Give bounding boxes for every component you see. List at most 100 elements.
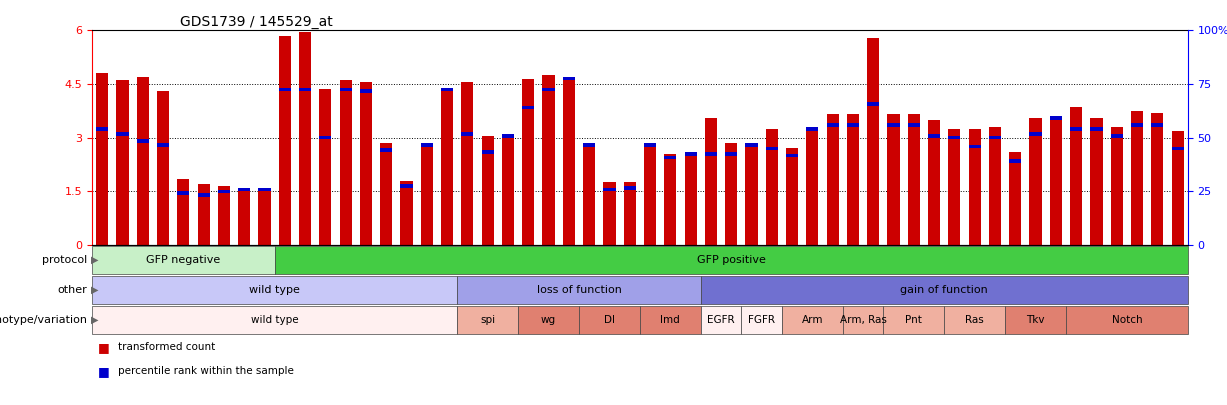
Bar [867, 38, 880, 245]
Bar [604, 188, 616, 192]
Bar [259, 188, 271, 192]
Bar [1131, 111, 1144, 245]
Bar [806, 127, 818, 130]
Bar [644, 143, 656, 147]
Bar [380, 149, 393, 152]
Bar [1029, 118, 1042, 245]
Bar [908, 115, 920, 245]
Bar [604, 182, 616, 245]
Bar [623, 182, 636, 245]
Bar [701, 275, 1188, 305]
Text: Dl: Dl [604, 315, 615, 325]
Bar [440, 87, 453, 91]
Bar [482, 150, 493, 154]
Bar [1005, 305, 1066, 335]
Bar [745, 143, 757, 245]
Bar [259, 188, 271, 245]
Bar [1151, 113, 1163, 245]
Bar [238, 188, 250, 245]
Text: FGFR: FGFR [748, 315, 775, 325]
Bar [299, 87, 312, 91]
Bar [1050, 116, 1061, 120]
Text: Ras: Ras [966, 315, 984, 325]
Bar [928, 134, 940, 138]
Bar [664, 156, 676, 159]
Bar [847, 124, 859, 127]
Bar [400, 181, 412, 245]
Bar [400, 184, 412, 188]
Bar [787, 149, 798, 245]
Bar [523, 79, 535, 245]
Bar [847, 115, 859, 245]
Text: spi: spi [480, 315, 496, 325]
Bar [198, 193, 210, 197]
Bar [968, 145, 980, 149]
Bar [177, 179, 189, 245]
Bar [883, 305, 945, 335]
Text: Notch: Notch [1112, 315, 1142, 325]
Bar [340, 81, 352, 245]
Text: ▶: ▶ [91, 255, 98, 265]
Bar [1091, 118, 1103, 245]
Bar [96, 127, 108, 130]
Text: wild type: wild type [249, 285, 301, 295]
Bar [639, 305, 701, 335]
Bar [563, 77, 575, 81]
Bar [827, 124, 839, 127]
Bar [948, 136, 961, 139]
Bar [1151, 124, 1163, 127]
Text: wg: wg [541, 315, 556, 325]
Text: GFP negative: GFP negative [146, 255, 221, 265]
Bar [782, 305, 843, 335]
Text: ▶: ▶ [91, 315, 98, 325]
Text: lmd: lmd [660, 315, 680, 325]
Text: percentile rank within the sample: percentile rank within the sample [118, 367, 293, 376]
Bar [563, 77, 575, 245]
Bar [948, 129, 961, 245]
Bar [1029, 132, 1042, 136]
Text: genotype/variation: genotype/variation [0, 315, 87, 325]
Bar [279, 87, 291, 91]
Bar [787, 154, 798, 158]
Bar [482, 136, 493, 245]
Bar [360, 82, 372, 245]
Bar [968, 129, 980, 245]
Text: Pnt: Pnt [906, 315, 923, 325]
Text: loss of function: loss of function [536, 285, 621, 295]
Bar [664, 154, 676, 245]
Text: protocol: protocol [42, 255, 87, 265]
Bar [1050, 118, 1061, 245]
Bar [623, 186, 636, 190]
Bar [989, 127, 1001, 245]
Bar [766, 129, 778, 245]
Bar [177, 191, 189, 195]
Bar [542, 87, 555, 91]
Bar [806, 129, 818, 245]
Bar [685, 152, 697, 156]
Bar [218, 190, 229, 193]
Bar [523, 106, 535, 109]
Bar [685, 152, 697, 245]
Text: EGFR: EGFR [707, 315, 735, 325]
Bar [502, 134, 514, 138]
Bar [518, 305, 579, 335]
Text: ■: ■ [98, 341, 110, 354]
Bar [745, 143, 757, 147]
Bar [238, 188, 250, 192]
Bar [1110, 127, 1123, 245]
Text: wild type: wild type [250, 315, 298, 325]
Bar [908, 124, 920, 127]
Bar [1070, 127, 1082, 130]
Text: Arm: Arm [801, 315, 823, 325]
Bar [92, 275, 458, 305]
Bar [887, 115, 899, 245]
Bar [421, 143, 433, 147]
Bar [92, 245, 275, 275]
Bar [117, 132, 129, 136]
Text: ■: ■ [98, 365, 110, 378]
Text: GDS1739 / 145529_at: GDS1739 / 145529_at [179, 15, 333, 29]
Bar [340, 87, 352, 91]
Bar [542, 75, 555, 245]
Bar [644, 143, 656, 245]
Bar [843, 305, 883, 335]
